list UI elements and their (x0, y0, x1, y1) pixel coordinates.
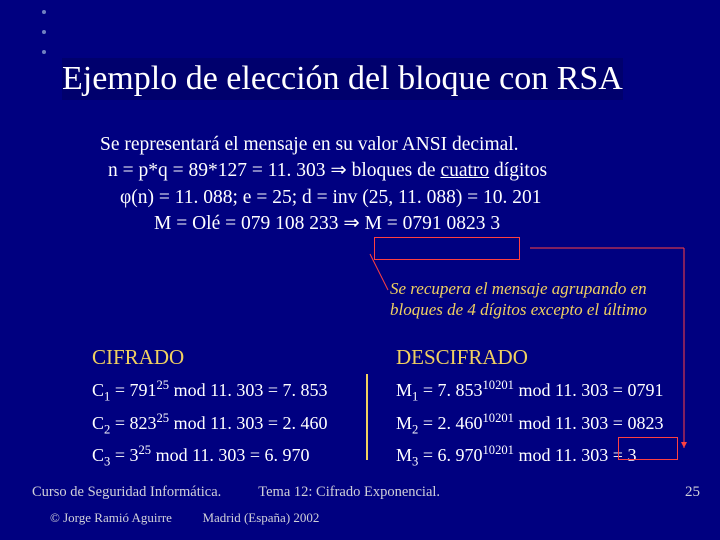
page-number: 25 (685, 484, 700, 501)
footer-course: Curso de Seguridad Informática. (32, 484, 221, 500)
text: dígitos (489, 160, 547, 181)
cifrado-column: CIFRADO C1 = 79125 mod 11. 303 = 7. 853 … (92, 345, 380, 476)
line-4: M = Olé = 079 108 233 ⇒ M = 0791 0823 3 (100, 211, 680, 237)
line-1: Se representará el mensaje en su valor A… (100, 132, 680, 158)
descifrado-header: DESCIFRADO (396, 345, 676, 370)
text: 127 = 11. 303 ⇒ bloques de (218, 160, 441, 181)
footer-line-2: © Jorge Ramió Aguirre Madrid (España) 20… (50, 510, 319, 526)
slide-title: Ejemplo de elección del bloque con RSA (62, 58, 623, 100)
highlight-box (618, 437, 678, 460)
line-3: φ(n) = 11. 088; e = 25; d = inv (25, 11.… (100, 185, 680, 211)
underline-word: cuatro (440, 160, 489, 181)
footer-author: © Jorge Ramió Aguirre (50, 510, 172, 525)
text: n = p (108, 160, 148, 181)
descifrado-row: M1 = 7. 85310201 mod 11. 303 = 0791 (396, 378, 676, 405)
note-line: bloques de 4 dígitos excepto el último (390, 299, 690, 320)
line-2: n = p*q = 89*127 = 11. 303 ⇒ bloques de … (100, 158, 680, 184)
columns: CIFRADO C1 = 79125 mod 11. 303 = 7. 853 … (92, 345, 676, 476)
cifrado-row: C1 = 79125 mod 11. 303 = 7. 853 (92, 378, 372, 405)
bullet-dots (42, 10, 46, 70)
footer-place: Madrid (España) 2002 (202, 510, 319, 525)
note-line: Se recupera el mensaje agrupando en (390, 278, 690, 299)
footer-topic: Tema 12: Cifrado Exponencial. (258, 484, 440, 500)
main-content: Se representará el mensaje en su valor A… (100, 132, 680, 237)
recovery-note: Se recupera el mensaje agrupando en bloq… (390, 278, 690, 321)
cifrado-header: CIFRADO (92, 345, 372, 370)
footer-line-1: Curso de Seguridad Informática. Tema 12:… (32, 484, 440, 501)
cifrado-row: C2 = 82325 mod 11. 303 = 2. 460 (92, 411, 372, 438)
ast-icon: * (148, 160, 158, 181)
descifrado-row: M2 = 2. 46010201 mod 11. 303 = 0823 (396, 411, 676, 438)
cifrado-row: C3 = 325 mod 11. 303 = 6. 970 (92, 443, 372, 470)
highlight-box (374, 237, 520, 260)
text: q = 89 (158, 160, 208, 181)
ast-icon: * (208, 160, 218, 181)
